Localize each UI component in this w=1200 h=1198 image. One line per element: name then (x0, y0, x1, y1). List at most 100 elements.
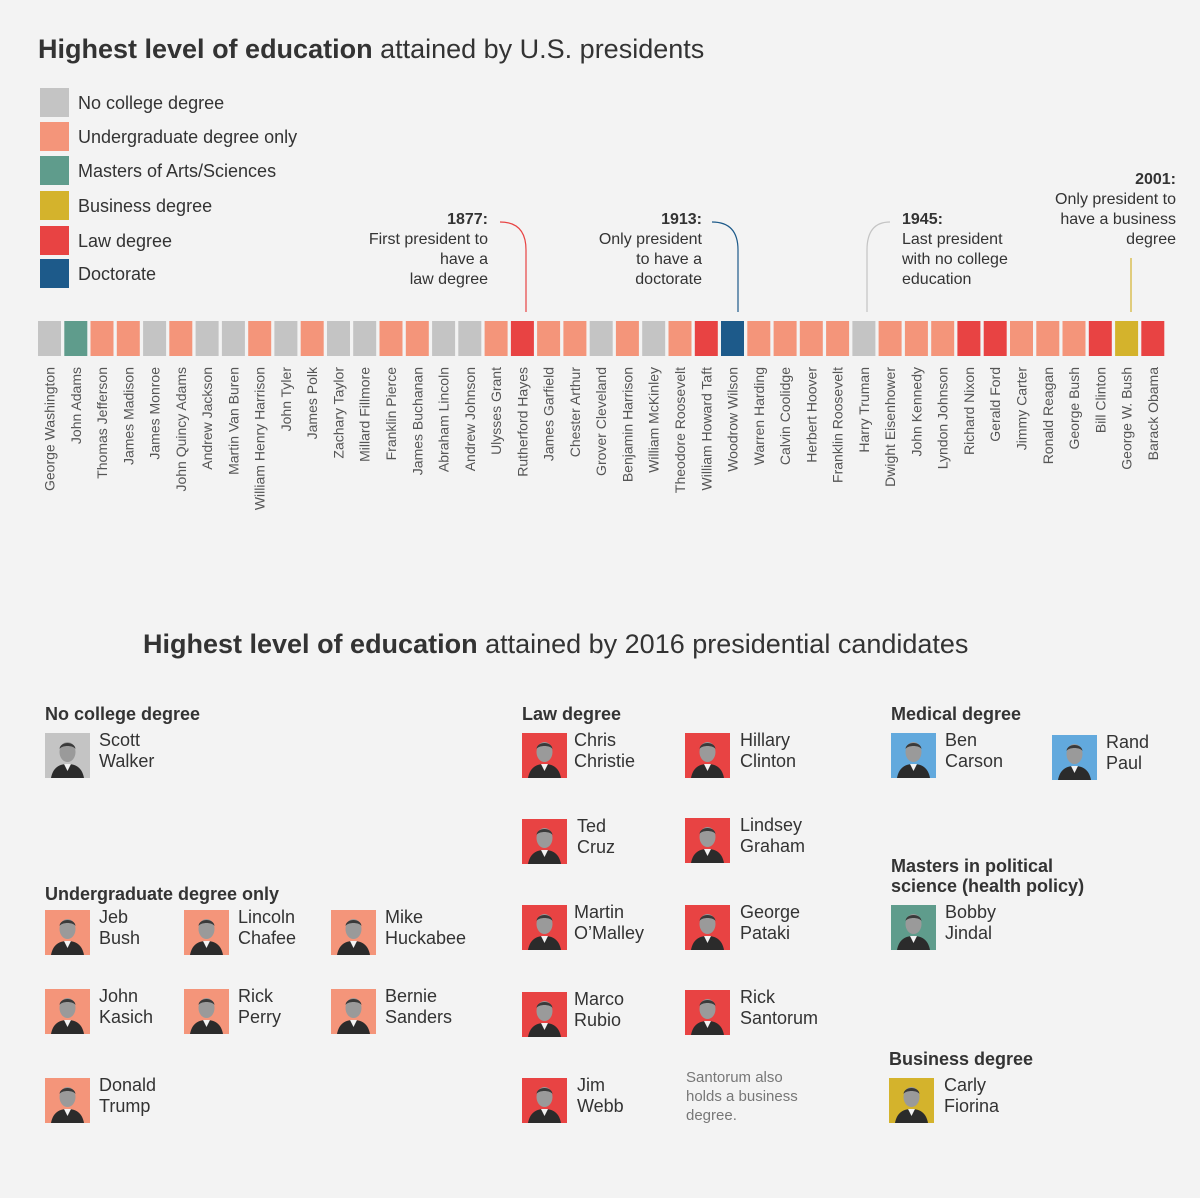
president-name-label: William Henry Harrison (252, 367, 268, 510)
portrait-photo (685, 818, 730, 863)
president-name-label: William McKinley (646, 367, 662, 473)
president-cell (405, 321, 429, 356)
president-cell (878, 321, 902, 356)
president-labels: George Washington John Adams Thomas Jeffer… (42, 366, 1161, 510)
president-name-label: Gerald Ford (987, 367, 1003, 442)
president-name-label: George Bush (1066, 367, 1082, 450)
president-name-label: Woodrow Wilson (725, 367, 741, 472)
portrait-photo (45, 989, 90, 1034)
president-cell (668, 321, 692, 356)
heading-masters: Masters in political science (health pol… (891, 856, 1085, 896)
president-cell (747, 321, 771, 356)
president-name-label: Millard Fillmore (357, 367, 373, 462)
president-cell (221, 321, 245, 356)
president-cell (195, 321, 219, 356)
candidates-chart-title: Highest level of education attained by 2… (143, 629, 969, 659)
president-name-label: John Tyler (278, 367, 294, 432)
president-name-label: Harry Truman (856, 367, 872, 453)
president-name-label: Richard Nixon (961, 367, 977, 455)
legend-label: Law degree (78, 231, 173, 251)
president-name-label: Chester Arthur (567, 367, 583, 458)
portrait-photo (331, 989, 376, 1034)
president-name-label: Herbert Hoover (803, 367, 819, 463)
president-cell (327, 321, 350, 356)
president-cell (379, 321, 403, 356)
legend-label: Masters of Arts/Sciences (78, 161, 277, 181)
president-name-label: Bill Clinton (1092, 367, 1108, 433)
president-name-label: Warren Harding (751, 367, 767, 465)
president-name-label: Dwight Eisenhower (882, 367, 898, 487)
legend-label: Doctorate (78, 264, 157, 284)
annotation-2001: 2001: Only president to have a business … (1055, 171, 1176, 248)
president-cell (458, 321, 482, 356)
portrait-photo (522, 1078, 567, 1123)
president-name-label: James Garfield (541, 367, 557, 461)
president-cell (1036, 321, 1060, 356)
president-name-label: Abraham Lincoln (436, 367, 452, 472)
heading-no-college: No college degree (45, 704, 201, 724)
president-name-label: Benjamin Harrison (619, 367, 635, 482)
president-name-label: Franklin Pierce (383, 367, 399, 461)
president-cell (484, 321, 508, 356)
president-cell (143, 321, 167, 356)
heading-medical: Medical degree (891, 704, 1022, 724)
president-cell (116, 321, 140, 356)
president-cell (642, 321, 666, 356)
legend-label: Business degree (78, 196, 213, 216)
president-name-label: Lyndon Johnson (935, 367, 951, 469)
president-cell (64, 321, 88, 356)
president-name-label: Martin Van Buren (225, 367, 241, 475)
annotation-1945: 1945: Last president with no college edu… (902, 211, 1008, 288)
portrait-photo (685, 905, 730, 950)
president-name-label: William Howard Taft (698, 367, 714, 491)
portrait-photo (45, 1078, 90, 1123)
president-cell (274, 321, 298, 356)
portrait-photo (891, 733, 936, 778)
president-cell (904, 321, 928, 356)
president-cell (957, 321, 981, 356)
portrait-photo (685, 990, 730, 1035)
president-cell (931, 321, 955, 356)
legend-swatch (40, 226, 69, 255)
president-cell (300, 321, 324, 356)
president-cell (90, 321, 114, 356)
president-name-label: Andrew Johnson (462, 367, 478, 471)
president-name-label: James Madison (120, 367, 136, 465)
president-cell (248, 321, 272, 356)
president-cell (537, 321, 561, 356)
leader-line-1945 (866, 221, 891, 312)
president-name-label: James Polk (304, 366, 320, 439)
portrait-photo (184, 910, 229, 955)
legend-label: No college degree (78, 93, 225, 113)
legend-swatch (40, 122, 69, 151)
annotation-1877: 1877: First president to have a law degr… (368, 211, 488, 288)
president-cell (1062, 321, 1086, 356)
portrait-photo (45, 910, 90, 955)
president-name-label: Andrew Jackson (199, 367, 215, 470)
heading-law: Law degree (522, 704, 622, 724)
portrait-photo (522, 733, 567, 778)
legend-label: Undergraduate degree only (78, 127, 298, 147)
portrait-photo (1052, 735, 1097, 780)
president-cell (983, 321, 1007, 356)
president-name-label: John Kennedy (908, 367, 924, 457)
president-name-label: George W. Bush (1119, 367, 1135, 470)
president-name-label: Rutherford Hayes (514, 367, 530, 477)
president-name-label: James Monroe (147, 367, 163, 460)
president-name-label: Calvin Coolidge (777, 367, 793, 465)
portrait-photo (331, 910, 376, 955)
president-name-label: Theodore Roosevelt (672, 367, 688, 493)
legend-swatch (40, 88, 69, 117)
president-name-label: John Quincy Adams (173, 367, 189, 492)
president-cell (589, 321, 613, 356)
president-cell (38, 321, 61, 356)
president-cell (1141, 321, 1165, 356)
president-cell (1115, 321, 1139, 356)
portrait-photo (45, 733, 90, 778)
president-name-label: Grover Cleveland (593, 367, 609, 476)
heading-business: Business degree (889, 1049, 1034, 1069)
portrait-photo (685, 733, 730, 778)
president-cell (721, 321, 744, 356)
president-name-label: Ronald Reagan (1040, 367, 1056, 464)
president-name-label: John Adams (68, 367, 84, 444)
